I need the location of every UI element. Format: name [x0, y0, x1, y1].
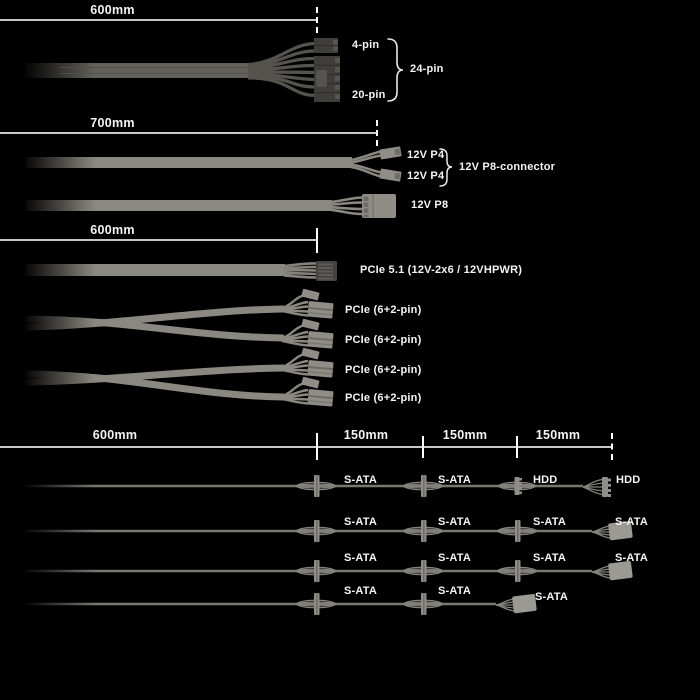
- hdd-connector: [497, 476, 537, 496]
- measure-line-sata: [0, 446, 613, 448]
- p4-connector-bottom: [379, 168, 402, 182]
- p4-connector-top: [379, 146, 402, 160]
- sata-row-2: [25, 519, 634, 543]
- pcie-6plus2-connector: [280, 317, 335, 350]
- sata-connector: [295, 519, 337, 543]
- pcie-6plus2-connector: [280, 375, 335, 408]
- atx-4pin-connector: [314, 38, 338, 53]
- p4-top-label: 12V P4: [407, 149, 445, 161]
- p4-bottom-label: 12V P4: [407, 170, 445, 182]
- measure-line-pcie: [0, 239, 318, 241]
- sata-measure-label-150b: 150mm: [442, 428, 488, 442]
- hdd-label: HDD: [533, 474, 558, 486]
- pcie5-connector: [316, 261, 337, 281]
- pcie-6plus2-connector: [280, 346, 335, 379]
- pcie5-label: PCIe 5.1 (12V-2x6 / 12VHPWR): [360, 264, 523, 276]
- sata-label: S-ATA: [438, 516, 471, 528]
- sata-connector: [295, 474, 337, 498]
- measure-tick-sata-1: [316, 433, 318, 460]
- sata-measure-label-150a: 150mm: [343, 428, 389, 442]
- brace-24pin: [387, 38, 404, 102]
- atx-cable: [25, 38, 404, 102]
- p8-connector-label: 12V P8-connector: [459, 161, 556, 173]
- atx-24pin-label: 24-pin: [410, 63, 444, 75]
- sata-connector: [496, 519, 538, 543]
- sata-label: S-ATA: [535, 591, 568, 603]
- pcie-6plus2-label: PCIe (6+2-pin): [345, 364, 422, 376]
- sata-row-4: [25, 592, 538, 616]
- cpu-p4-cable: [25, 146, 453, 187]
- atx-20pin-label: 20-pin: [352, 89, 386, 101]
- cpu-measure-label: 700mm: [90, 116, 135, 130]
- sata-label: S-ATA: [344, 585, 377, 597]
- sata-connector: [496, 559, 538, 583]
- sata-connector: [402, 559, 444, 583]
- pcie-measure-label: 600mm: [90, 223, 135, 237]
- sata-connector: [402, 474, 444, 498]
- sata-label: S-ATA: [533, 552, 566, 564]
- sata-label: S-ATA: [438, 552, 471, 564]
- brace-p8: [439, 148, 453, 187]
- sata-label: S-ATA: [344, 474, 377, 486]
- atx-20pin-connector: [314, 56, 340, 102]
- pcie-6plus2-label: PCIe (6+2-pin): [345, 392, 422, 404]
- measure-tick-sata-2: [422, 436, 424, 458]
- measure-tick-pcie-end: [316, 228, 318, 253]
- sata-label: S-ATA: [533, 516, 566, 528]
- sata-row-3: [25, 559, 634, 583]
- p8-connector: [362, 194, 396, 218]
- atx-fan-wires: [247, 41, 316, 98]
- pcie-pair-2: [24, 346, 335, 408]
- sata-connector: [295, 592, 337, 616]
- sata-connector: [295, 559, 337, 583]
- sata-end-connector: [495, 593, 538, 615]
- sata-row-1: [25, 474, 612, 498]
- p8-label: 12V P8: [411, 199, 449, 211]
- sata-connector: [402, 592, 444, 616]
- sata-label: S-ATA: [438, 474, 471, 486]
- pcie-pair-1: [24, 287, 335, 350]
- measure-line-atx: [0, 19, 317, 21]
- measure-tick-atx-end: [316, 7, 318, 33]
- pcie5-cable: [25, 261, 337, 281]
- sata-measure-label-600: 600mm: [92, 428, 138, 442]
- pcie-6plus2-label: PCIe (6+2-pin): [345, 334, 422, 346]
- measure-line-cpu: [0, 132, 378, 134]
- sata-label: S-ATA: [344, 552, 377, 564]
- atx-measure-label: 600mm: [90, 3, 135, 17]
- sata-label: S-ATA: [615, 516, 648, 528]
- measure-tick-sata-3: [516, 436, 518, 458]
- hdd-end-connector: [582, 476, 612, 498]
- pcie-6plus2-label: PCIe (6+2-pin): [345, 304, 422, 316]
- measure-tick-cpu-end: [376, 120, 378, 146]
- sata-label: S-ATA: [344, 516, 377, 528]
- sata-measure-label-150c: 150mm: [535, 428, 581, 442]
- measure-tick-sata-end: [611, 433, 613, 460]
- cpu-p8-cable: [25, 194, 396, 218]
- atx-4pin-label: 4-pin: [352, 39, 380, 51]
- pcie-6plus2-connector: [280, 287, 335, 320]
- hdd-label: HDD: [616, 474, 641, 486]
- sata-label: S-ATA: [438, 585, 471, 597]
- sata-connector: [402, 519, 444, 543]
- sata-label: S-ATA: [615, 552, 648, 564]
